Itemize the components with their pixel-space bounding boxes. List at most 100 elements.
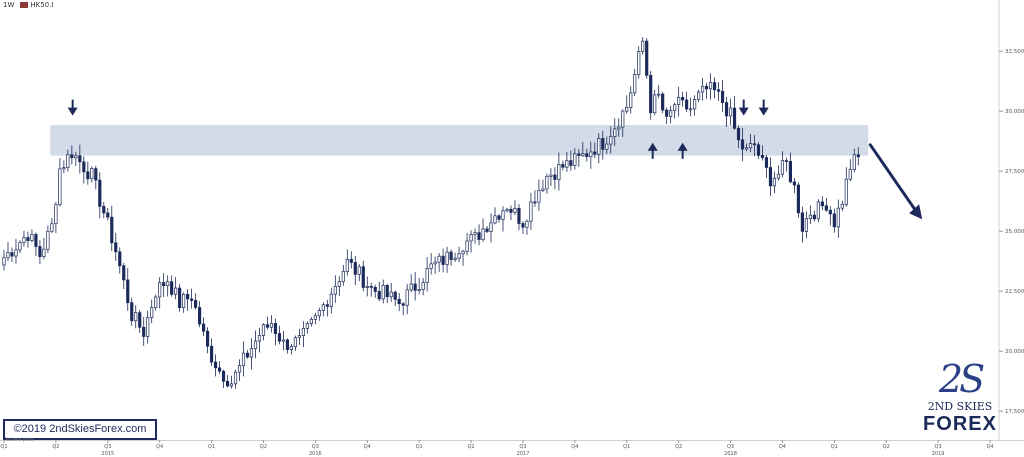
- x-quarter-label: Q4: [156, 444, 163, 450]
- candle-down: [685, 99, 689, 110]
- candle-up: [58, 168, 62, 206]
- candle-up: [529, 201, 533, 222]
- candle-down: [369, 286, 373, 288]
- x-quarter-label: Q2: [467, 444, 474, 450]
- candle-down: [449, 251, 453, 260]
- x-quarter-label: Q4: [986, 444, 993, 450]
- candle-up: [597, 138, 601, 155]
- candle-up: [237, 365, 242, 373]
- candle-down: [194, 300, 198, 308]
- candle-down: [716, 89, 721, 92]
- candle-up: [461, 250, 465, 255]
- candle-down: [385, 285, 389, 298]
- candle-up: [297, 335, 301, 339]
- candle-down: [784, 160, 789, 162]
- candle-up: [305, 323, 309, 329]
- arrow-down-head: [758, 107, 769, 116]
- x-quarter-label: Q4: [364, 444, 371, 450]
- candle-up: [844, 178, 848, 205]
- candle-up: [433, 261, 437, 265]
- candle-down: [10, 252, 14, 257]
- x-quarter-label: Q2: [260, 444, 267, 450]
- arrow-up-head: [677, 142, 688, 151]
- x-quarter-label: Q1: [208, 444, 215, 450]
- candle-up: [241, 352, 246, 366]
- candle-down: [812, 214, 816, 220]
- candle-down: [221, 370, 226, 382]
- candle-down: [441, 255, 445, 265]
- arrow-down-head: [738, 107, 749, 116]
- candle-up: [780, 160, 785, 175]
- candle-down: [477, 232, 481, 240]
- candle-down: [720, 90, 725, 103]
- candle-down: [413, 283, 417, 291]
- x-year-label: 2019: [932, 451, 945, 457]
- candle-up: [641, 40, 645, 52]
- candle-up: [501, 210, 505, 220]
- candle-down: [349, 258, 353, 263]
- x-quarter-label: Q4: [779, 444, 786, 450]
- candle-down: [397, 298, 401, 305]
- candle-up: [417, 289, 421, 291]
- candle-up: [693, 99, 697, 110]
- flag-icon: [20, 2, 29, 8]
- candle-down: [736, 127, 741, 141]
- candle-up: [2, 257, 6, 266]
- candle-down: [78, 155, 82, 163]
- candle-down: [768, 167, 773, 187]
- candle-down: [788, 160, 793, 183]
- candle-up: [653, 94, 657, 114]
- candle-down: [712, 82, 717, 91]
- candle-up: [381, 285, 385, 300]
- candle-up: [457, 253, 461, 259]
- candle-up: [293, 337, 297, 348]
- candle-up: [281, 339, 286, 342]
- candle-down: [86, 171, 90, 180]
- candle-down: [202, 323, 206, 332]
- candle-down: [277, 333, 282, 342]
- candle-down: [796, 184, 800, 214]
- candle-down: [497, 215, 501, 220]
- candle-up: [804, 218, 808, 232]
- candle-up: [852, 154, 856, 171]
- candle-up: [365, 286, 369, 288]
- candle-up: [429, 263, 433, 269]
- candle-up: [637, 51, 641, 75]
- candle-down: [178, 287, 182, 308]
- candle-up: [493, 215, 497, 224]
- candle-down: [601, 138, 605, 150]
- x-quarter-label: Q2: [52, 444, 59, 450]
- candle-up: [525, 220, 529, 228]
- candle-down: [553, 174, 557, 180]
- candle-down: [186, 293, 190, 300]
- candle-down: [377, 291, 381, 300]
- candle-up: [541, 188, 545, 191]
- candle-up: [249, 348, 254, 358]
- candle-up: [317, 310, 321, 317]
- candle-up: [134, 312, 138, 322]
- candle-down: [209, 345, 214, 363]
- candle-up: [669, 110, 673, 117]
- symbol-label[interactable]: HK50.I: [30, 1, 54, 9]
- candle-up: [425, 268, 429, 283]
- candle-up: [609, 136, 613, 145]
- candle-up: [6, 252, 10, 259]
- y-tick-label: 32,500.0: [1005, 49, 1024, 55]
- candle-up: [513, 207, 517, 213]
- x-quarter-label: Q3: [519, 444, 526, 450]
- candle-up: [772, 177, 777, 187]
- candle-up: [605, 143, 609, 150]
- candle-up: [701, 85, 705, 93]
- candle-up: [146, 317, 150, 337]
- logo-line-1: 2ND SKIES: [927, 400, 993, 413]
- x-quarter-label: Q2: [883, 444, 890, 450]
- candle-up: [46, 230, 50, 250]
- x-quarter-label: Q3: [312, 444, 319, 450]
- timeframe-label[interactable]: 1W: [3, 1, 15, 9]
- candle-down: [509, 208, 513, 213]
- y-tick-label: 27,500.0: [1005, 169, 1024, 175]
- candle-up: [158, 282, 162, 298]
- candle-down: [126, 279, 130, 304]
- candle-up: [617, 126, 621, 130]
